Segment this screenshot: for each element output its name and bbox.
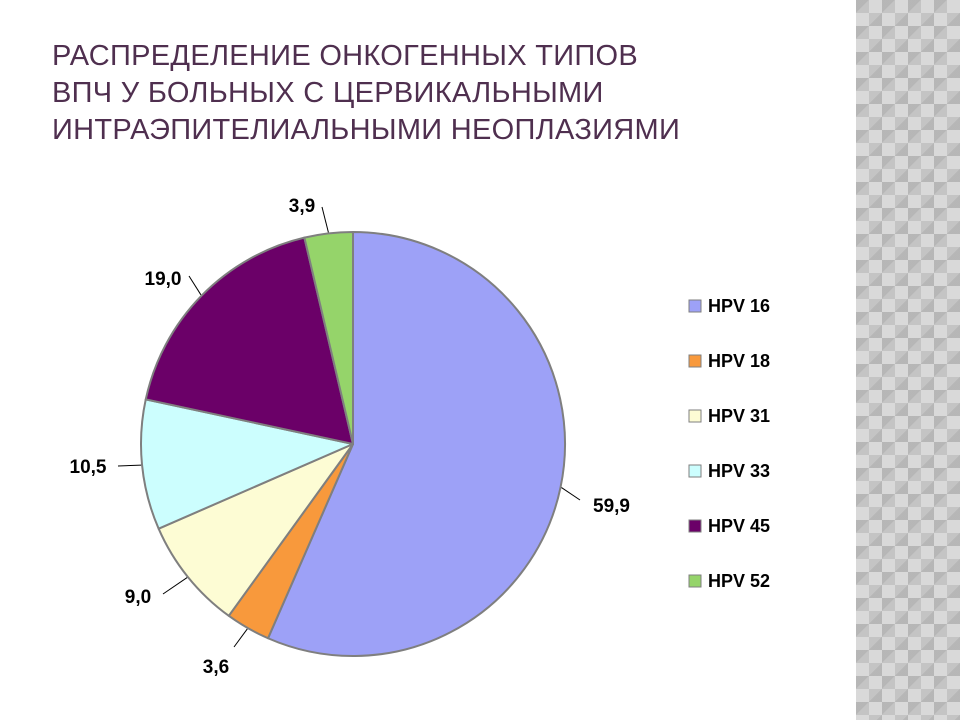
legend-label-hpv-16: HPV 16	[708, 296, 770, 316]
data-label-hpv-33: 10,5	[70, 457, 107, 478]
legend-label-hpv-31: HPV 31	[708, 406, 770, 426]
legend-label-hpv-18: HPV 18	[708, 351, 770, 371]
legend-swatch-hpv-45	[688, 519, 702, 533]
pie-slice-hpv-16	[267, 231, 566, 657]
pie-slice-hpv-52	[303, 231, 354, 445]
data-label-hpv-45: 19,0	[145, 269, 182, 290]
legend-swatch-hpv-18	[688, 354, 702, 368]
leader-line-hpv-31	[162, 577, 188, 595]
pie-slice-hpv-31	[157, 443, 354, 617]
data-labels: 59,9 3,6 9,0 10,5 19,0 3,9	[70, 196, 630, 678]
legend-swatch-hpv-33	[688, 464, 702, 478]
leader-line-hpv-18	[233, 628, 248, 648]
legend-label-hpv-33: HPV 33	[708, 461, 770, 481]
legend: HPV 16 HPV 18 HPV 31 HPV 33 HPV 45 HPV 52	[688, 296, 770, 591]
decorative-side-strip	[856, 0, 960, 720]
leader-line-hpv-33	[117, 464, 142, 467]
legend-swatch-hpv-31	[688, 409, 702, 423]
slide: РАСПРЕДЕЛЕНИЕ ОНКОГЕННЫХ ТИПОВ ВПЧ У БОЛ…	[52, 38, 812, 678]
legend-swatch-hpv-16	[688, 299, 702, 313]
pie-slice-hpv-33	[140, 398, 354, 530]
title-line-2: ВПЧ У БОЛЬНЫХ С ЦЕРВИКАЛЬНЫМИ	[52, 77, 604, 109]
pie-slices	[140, 231, 566, 657]
legend-label-hpv-45: HPV 45	[708, 516, 770, 536]
slide-title: РАСПРЕДЕЛЕНИЕ ОНКОГЕННЫХ ТИПОВ ВПЧ У БОЛ…	[52, 38, 812, 149]
leader-line-hpv-16	[561, 487, 581, 501]
pie-slice-hpv-45	[144, 236, 354, 445]
legend-swatch-hpv-52	[688, 574, 702, 588]
data-label-hpv-16: 59,9	[593, 496, 630, 517]
pie-chart: 59,9 3,6 9,0 10,5 19,0 3,9 HPV 16 HPV 18 HPV 31…	[70, 196, 771, 678]
title-line-3: ИНТРАЭПИТЕЛИАЛЬНЫМИ НЕОПЛАЗИЯМИ	[52, 114, 681, 146]
data-label-hpv-18: 3,6	[203, 657, 229, 678]
leader-line-hpv-52	[321, 206, 329, 233]
data-label-hpv-31: 9,0	[125, 587, 151, 608]
data-label-hpv-52: 3,9	[289, 196, 315, 217]
legend-label-hpv-52: HPV 52	[708, 571, 770, 591]
title-line-1: РАСПРЕДЕЛЕНИЕ ОНКОГЕННЫХ ТИПОВ	[52, 40, 639, 72]
leader-lines	[117, 206, 581, 648]
leader-line-hpv-45	[188, 275, 202, 296]
